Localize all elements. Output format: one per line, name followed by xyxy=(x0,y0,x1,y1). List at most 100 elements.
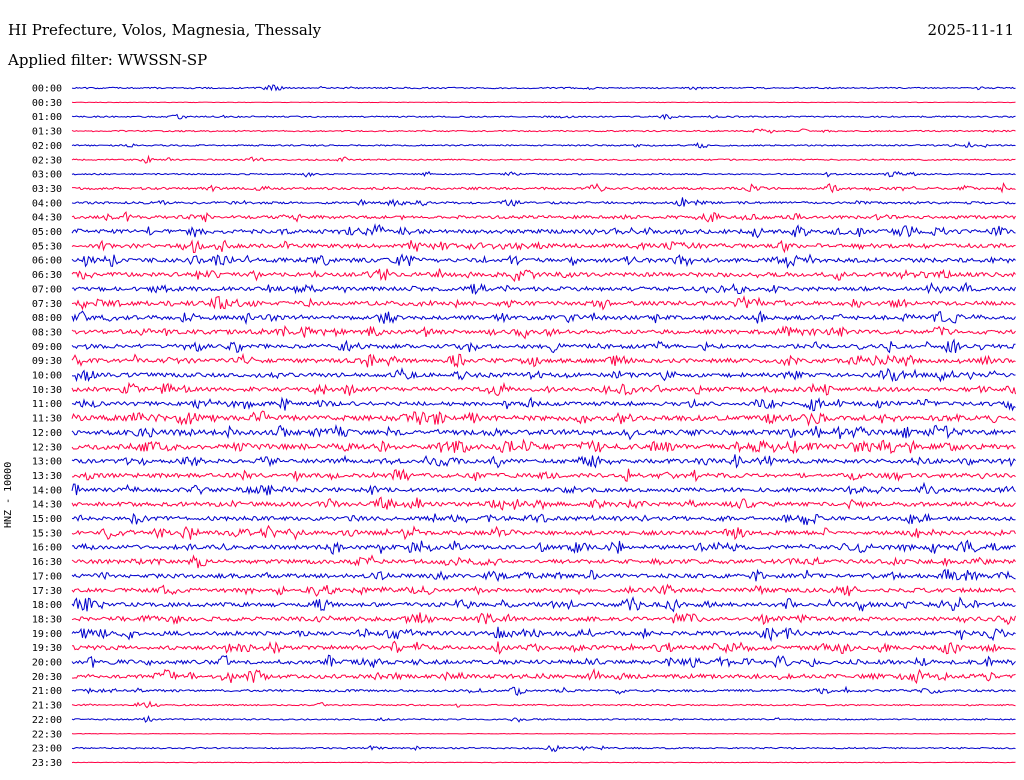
time-tick-label: 10:30 xyxy=(32,385,62,396)
time-tick-label: 15:30 xyxy=(32,528,62,539)
trace-row xyxy=(71,539,1016,555)
trace-row xyxy=(71,101,1016,104)
time-tick-label: 03:00 xyxy=(32,170,62,181)
trace-row xyxy=(71,310,1016,325)
time-tick-label: 15:00 xyxy=(32,514,62,525)
trace-row xyxy=(71,211,1016,223)
time-tick-label: 20:00 xyxy=(32,658,62,669)
time-tick-label: 22:30 xyxy=(32,729,62,740)
station-title: HI Prefecture, Volos, Magnesia, Thessaly xyxy=(8,21,322,39)
trace-row xyxy=(71,268,1016,283)
trace-row xyxy=(72,640,1016,655)
trace-row xyxy=(71,396,1016,412)
time-tick-label: 09:30 xyxy=(32,356,62,367)
trace-row xyxy=(71,700,1016,709)
time-tick-label: 04:30 xyxy=(32,213,62,224)
trace-row xyxy=(71,626,1016,642)
time-tick-label: 23:00 xyxy=(32,744,62,755)
time-tick-label: 21:30 xyxy=(32,701,62,712)
trace-row xyxy=(71,481,1016,496)
trace-row xyxy=(71,454,1016,469)
trace-row xyxy=(71,295,1016,311)
trace-row xyxy=(71,154,1016,164)
time-tick-label: 14:30 xyxy=(32,500,62,511)
trace-row xyxy=(71,281,1016,295)
trace-row xyxy=(71,367,1016,383)
time-tick-label: 05:00 xyxy=(32,227,62,238)
trace-row xyxy=(72,182,1016,194)
trace-row xyxy=(71,338,1016,354)
trace-row xyxy=(71,667,1016,685)
trace-row xyxy=(71,113,1016,121)
time-tick-label: 18:30 xyxy=(32,614,62,625)
time-tick-label: 21:00 xyxy=(32,686,62,697)
time-tick-label: 12:30 xyxy=(32,442,62,453)
trace-row xyxy=(71,554,1016,569)
trace-row xyxy=(71,596,1016,613)
trace-row xyxy=(71,715,1016,723)
time-tick-label: 13:30 xyxy=(32,471,62,482)
time-tick-label: 12:00 xyxy=(32,428,62,439)
trace-row xyxy=(71,654,1016,669)
time-tick-label: 18:00 xyxy=(32,600,62,611)
trace-row xyxy=(72,468,1016,483)
trace-row xyxy=(71,512,1016,526)
time-tick-label: 02:30 xyxy=(32,155,62,166)
time-tick-label: 06:00 xyxy=(32,256,62,267)
time-tick-label: 00:30 xyxy=(32,98,62,109)
trace-row xyxy=(71,568,1016,583)
date-label: 2025-11-11 xyxy=(927,21,1014,39)
time-tick-label: 16:30 xyxy=(32,557,62,568)
trace-row xyxy=(71,84,1016,92)
time-tick-label: 08:30 xyxy=(32,327,62,338)
trace-row xyxy=(71,352,1016,369)
trace-row xyxy=(71,381,1016,397)
time-tick-label: 05:30 xyxy=(32,241,62,252)
time-tick-label: 23:30 xyxy=(32,758,62,769)
time-tick-label: 13:00 xyxy=(32,457,62,468)
time-tick-label: 16:00 xyxy=(32,543,62,554)
time-tick-label: 04:00 xyxy=(32,198,62,209)
time-tick-label: 07:00 xyxy=(32,284,62,295)
time-tick-label: 11:00 xyxy=(32,399,62,410)
trace-row xyxy=(71,239,1016,254)
time-tick-label: 11:30 xyxy=(32,414,62,425)
time-tick-label: 19:30 xyxy=(32,643,62,654)
time-tick-label: 20:30 xyxy=(32,672,62,683)
time-tick-label: 19:00 xyxy=(32,629,62,640)
time-tick-label: 09:00 xyxy=(32,342,62,353)
time-tick-label: 10:00 xyxy=(32,371,62,382)
time-tick-label: 14:00 xyxy=(32,485,62,496)
trace-row xyxy=(71,325,1016,340)
trace-row xyxy=(71,761,1016,764)
trace-row xyxy=(71,423,1016,441)
trace-row xyxy=(71,170,1016,178)
time-tick-label: 06:30 xyxy=(32,270,62,281)
trace-row xyxy=(71,583,1016,597)
time-tick-label: 17:30 xyxy=(32,586,62,597)
trace-row xyxy=(71,128,1016,134)
time-tick-label: 01:00 xyxy=(32,112,62,123)
time-tick-label: 07:30 xyxy=(32,299,62,310)
filter-label: Applied filter: WWSSN-SP xyxy=(8,51,208,69)
trace-row xyxy=(71,612,1016,626)
trace-row xyxy=(71,438,1016,455)
time-tick-label: 22:00 xyxy=(32,715,62,726)
time-tick-label: 03:30 xyxy=(32,184,62,195)
trace-row xyxy=(71,223,1016,239)
trace-row xyxy=(71,140,1016,149)
time-tick-label: 17:00 xyxy=(32,571,62,582)
trace-row xyxy=(71,744,1016,753)
time-tick-label: 02:00 xyxy=(32,141,62,152)
time-tick-label: 00:00 xyxy=(32,84,62,95)
time-tick-label: 08:00 xyxy=(32,313,62,324)
trace-row xyxy=(71,197,1016,208)
trace-row xyxy=(71,496,1016,511)
trace-row xyxy=(71,253,1016,269)
trace-row xyxy=(71,524,1016,541)
trace-row xyxy=(71,685,1016,697)
trace-row xyxy=(71,732,1016,735)
trace-row xyxy=(71,410,1016,427)
time-tick-label: 01:30 xyxy=(32,127,62,138)
